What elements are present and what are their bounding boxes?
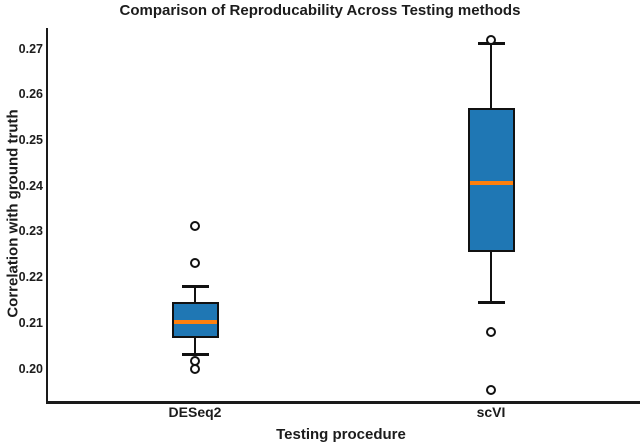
iqr-box [467, 108, 515, 253]
y-tick-label: 0.23 [18, 224, 43, 239]
outlier-point [486, 35, 496, 46]
x-tick-label: DESeq2 [168, 404, 222, 420]
y-tick-label: 0.20 [18, 361, 43, 376]
y-tick-label: 0.22 [18, 270, 43, 285]
x-axis-spine [46, 401, 640, 404]
upper-whisker [490, 43, 492, 108]
upper-whisker-cap [181, 285, 209, 288]
outlier-point [190, 363, 200, 374]
upper-whisker [194, 286, 196, 303]
outlier-point [486, 327, 496, 338]
y-axis-label: Correlation with ground truth [4, 109, 22, 318]
outlier-point [190, 220, 200, 231]
lower-whisker-cap [477, 301, 505, 304]
y-tick-label: 0.25 [18, 133, 43, 148]
median-line [173, 320, 217, 325]
lower-whisker [490, 252, 492, 303]
y-tick-label: 0.24 [18, 178, 43, 193]
lower-whisker-cap [181, 353, 209, 356]
x-axis-label: Testing procedure [276, 426, 406, 443]
outlier-point [486, 385, 496, 396]
lower-whisker [194, 337, 196, 355]
y-axis-spine [46, 28, 48, 403]
median-line [469, 181, 513, 186]
x-tick-label: scVI [476, 404, 506, 420]
chart-title: Comparison of Reproducability Across Tes… [119, 2, 521, 19]
y-tick-label: 0.26 [18, 87, 43, 102]
y-tick-label: 0.21 [18, 315, 43, 330]
iqr-box [171, 302, 219, 338]
y-tick-label: 0.27 [18, 41, 43, 56]
outlier-point [190, 258, 200, 268]
